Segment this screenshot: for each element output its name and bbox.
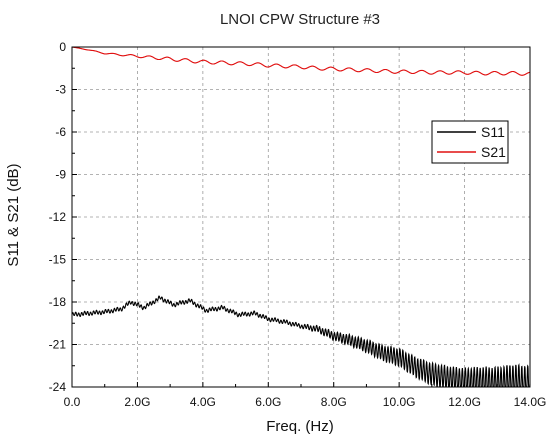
legend-label-s21: S21: [481, 144, 506, 160]
y-tick-label: -12: [49, 210, 67, 224]
x-tick-label: 8.0G: [321, 395, 347, 409]
legend-label-s11: S11: [481, 124, 505, 140]
y-tick-label: 0: [59, 40, 66, 54]
legend-box: [431, 120, 509, 164]
series-line-s11: [71, 295, 531, 388]
series-lines: [71, 46, 531, 388]
chart-title: LNOI CPW Structure #3: [220, 11, 380, 28]
x-axis-label: Freq. (Hz): [266, 418, 334, 435]
grid: [72, 47, 530, 387]
y-tick-label: -9: [55, 168, 66, 182]
x-tick-label: 10.0G: [383, 395, 416, 409]
x-tick-label: 2.0G: [124, 395, 150, 409]
y-tick-label: -15: [49, 253, 67, 267]
y-tick-label: -18: [49, 295, 67, 309]
x-tick-label: 12.0G: [448, 395, 481, 409]
y-tick-label: -6: [55, 125, 66, 139]
x-tick-label: 0.0: [64, 395, 81, 409]
x-tick-label: 4.0G: [190, 395, 216, 409]
axis-ticks: 0.0 2.0G 4.0G 6.0G 8.0G 10.0G 12.0G 14.0G 0 -3 -6 -…: [49, 40, 547, 409]
series-line-s21: [71, 46, 531, 76]
legend: S11 S21: [431, 120, 509, 164]
x-tick-label: 6.0G: [255, 395, 281, 409]
y-tick-label: -24: [49, 380, 67, 394]
y-tick-label: -21: [49, 338, 67, 352]
y-axis-label: S11 & S21 (dB): [5, 163, 22, 266]
x-tick-label: 14.0G: [514, 395, 547, 409]
y-tick-label: -3: [55, 83, 66, 97]
